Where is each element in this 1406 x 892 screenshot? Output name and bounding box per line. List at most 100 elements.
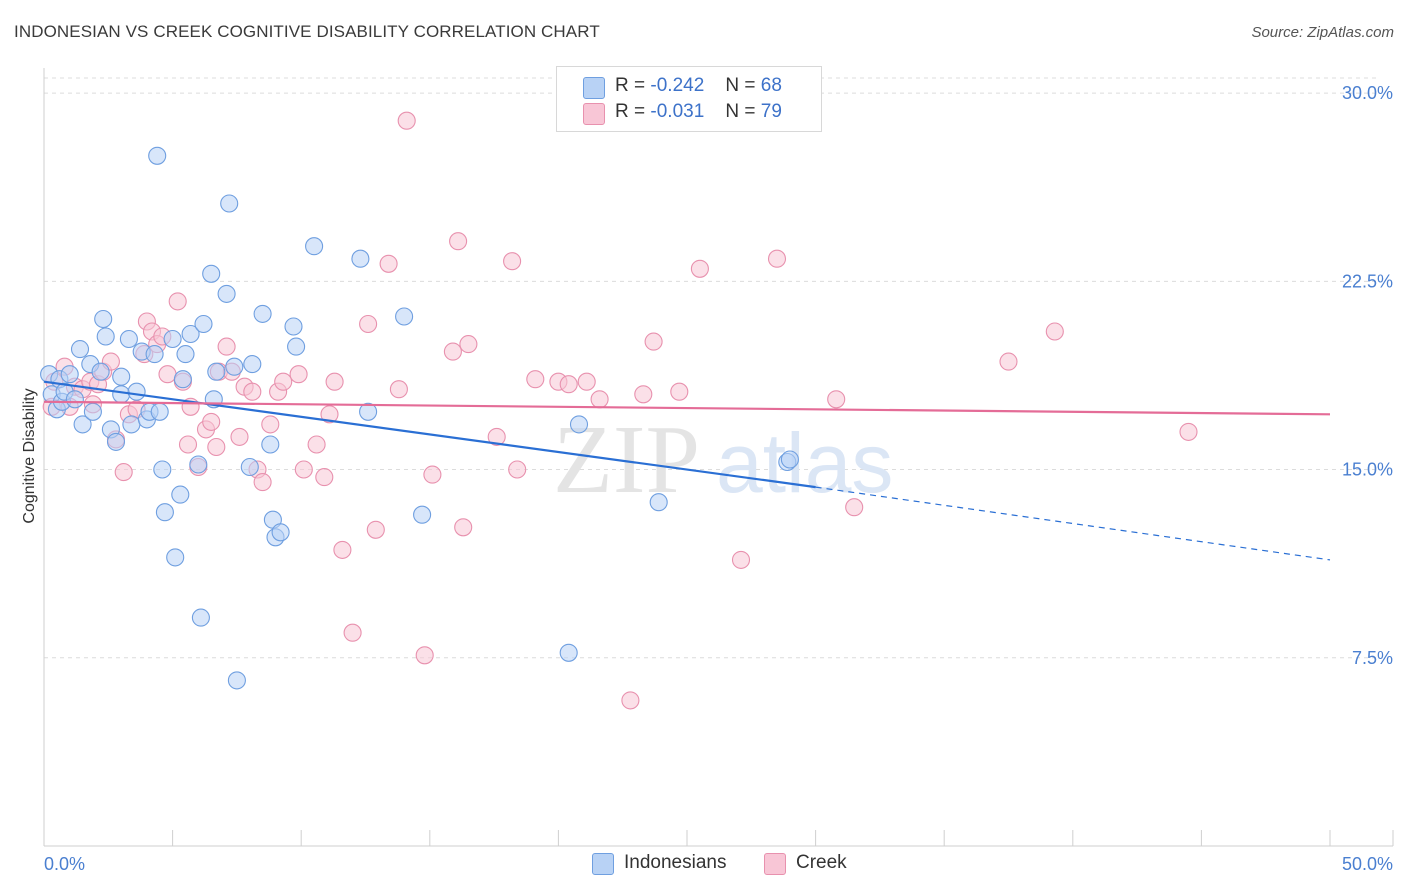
creek-point xyxy=(217,337,236,356)
indonesians-point xyxy=(91,362,110,381)
creek-point xyxy=(243,382,262,401)
indonesians-point xyxy=(171,485,190,504)
creek-point xyxy=(366,520,385,539)
creek-point xyxy=(379,254,398,273)
indonesians-point xyxy=(60,365,79,384)
legend-text-indonesians: R = -0.242 N = 68 xyxy=(615,75,782,97)
legend-swatch-indonesians xyxy=(583,77,605,99)
y-tick-label: 30.0% xyxy=(1342,83,1393,103)
creek-point xyxy=(343,623,362,642)
indonesians-point xyxy=(287,337,306,356)
creek-points xyxy=(42,111,1198,710)
indonesians-point xyxy=(106,432,126,451)
legend-swatch-creek xyxy=(583,103,605,125)
indonesians-point xyxy=(127,382,146,401)
creek-point xyxy=(202,412,221,431)
creek-point xyxy=(526,370,545,389)
indonesians-point xyxy=(191,608,210,627)
indonesians-trend-extension xyxy=(815,486,1331,561)
indonesians-point xyxy=(240,457,259,477)
indonesians-point xyxy=(225,357,244,376)
indonesians-point xyxy=(96,327,115,346)
chart-title: INDONESIAN VS CREEK COGNITIVE DISABILITY… xyxy=(14,22,600,41)
creek-point xyxy=(253,473,272,492)
creek-point xyxy=(325,372,344,391)
creek-point xyxy=(274,372,293,391)
source-note: Source: ZipAtlas.com xyxy=(1251,24,1394,41)
creek-point xyxy=(261,415,280,434)
creek-point xyxy=(634,385,653,404)
indonesians-point xyxy=(145,345,164,364)
creek-point xyxy=(359,314,378,334)
y-tick-label: 7.5% xyxy=(1352,648,1393,668)
creek-point xyxy=(158,365,177,384)
indonesians-point xyxy=(150,402,169,421)
indonesians-point xyxy=(181,324,200,344)
creek-point xyxy=(307,435,326,454)
indonesians-point xyxy=(176,345,195,364)
indonesians-point xyxy=(73,415,92,434)
legend-r-value: -0.031 xyxy=(650,101,705,122)
indonesians-point xyxy=(261,435,280,454)
creek-point xyxy=(289,365,308,384)
indonesians-point xyxy=(413,505,432,524)
indonesians-point xyxy=(122,415,141,434)
tick-labels: 7.5% 15.0% 22.5% 30.0% 0.0% 50.0% xyxy=(44,83,1393,874)
indonesians-point xyxy=(148,146,167,165)
indonesians-point xyxy=(227,671,246,690)
indonesians-point xyxy=(559,643,578,662)
indonesians-point xyxy=(359,402,378,421)
indonesians-point xyxy=(220,194,239,213)
legend-r-label: R = xyxy=(615,101,646,122)
watermark-atlas: atlas xyxy=(716,416,893,510)
indonesians-point xyxy=(202,264,221,283)
y-axis-label: Cognitive Disability xyxy=(21,388,38,523)
creek-point xyxy=(1045,322,1064,341)
indonesians-point xyxy=(173,370,192,389)
indonesians-point xyxy=(569,415,589,434)
indonesians-point xyxy=(194,314,213,334)
legend-n-value: 79 xyxy=(760,101,782,122)
bottom-swatch-creek xyxy=(764,853,786,875)
creek-point xyxy=(230,427,249,446)
indonesians-point xyxy=(112,367,131,386)
creek-point xyxy=(487,427,506,446)
indonesians-point xyxy=(70,340,90,359)
creek-point xyxy=(845,498,864,517)
creek-point xyxy=(443,342,462,361)
indonesians-point xyxy=(153,460,172,479)
creek-point xyxy=(621,691,640,710)
creek-point xyxy=(423,465,442,484)
indonesians-point xyxy=(112,385,131,404)
legend-text-creek: R = -0.031 N = 79 xyxy=(615,101,782,123)
indonesians-point xyxy=(649,493,668,512)
creek-point xyxy=(294,460,313,479)
indonesians-point xyxy=(217,284,236,303)
bottom-label-creek: Creek xyxy=(796,852,847,873)
indonesians-trend-line xyxy=(43,380,816,489)
creek-point xyxy=(459,335,478,354)
y-tick-label: 15.0% xyxy=(1342,460,1393,480)
creek-point xyxy=(508,460,527,479)
creek-point xyxy=(114,463,133,482)
indonesians-point xyxy=(253,304,272,323)
bottom-swatch-indonesians xyxy=(592,853,614,875)
creek-point xyxy=(590,390,609,409)
creek-point xyxy=(333,540,352,559)
creek-point xyxy=(168,292,187,311)
creek-point xyxy=(644,332,663,351)
creek-point xyxy=(389,380,408,399)
legend-r-value: -0.242 xyxy=(650,75,705,96)
x-tick-label: 0.0% xyxy=(44,854,85,874)
creek-point xyxy=(178,435,198,454)
y-tick-label: 22.5% xyxy=(1342,271,1393,291)
legend-r-label: R = xyxy=(615,75,646,96)
indonesians-point xyxy=(155,503,174,522)
creek-point xyxy=(415,646,434,665)
indonesians-point xyxy=(166,548,185,567)
trend-lines xyxy=(43,380,1331,561)
creek-point xyxy=(827,390,846,409)
indonesians-point xyxy=(207,362,226,381)
indonesians-point xyxy=(189,455,208,474)
